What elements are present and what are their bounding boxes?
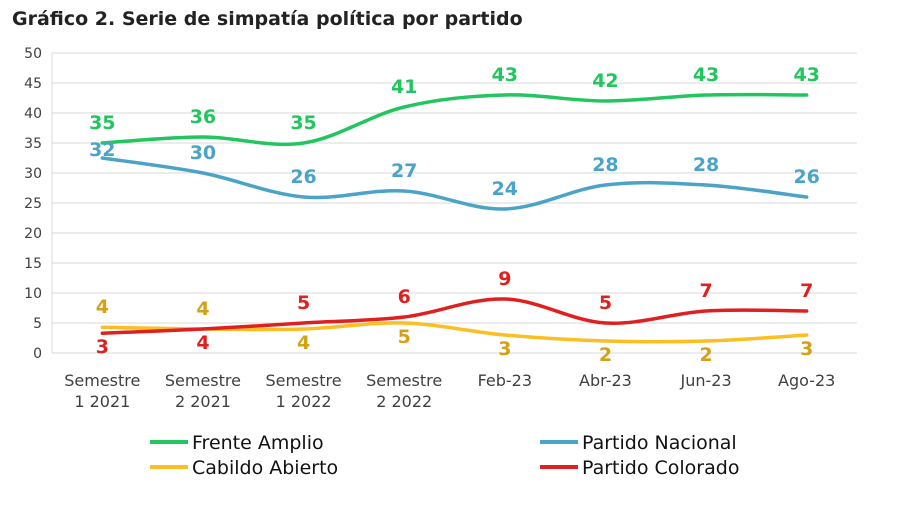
- data-label-cabildo-abierto: 2: [699, 344, 712, 366]
- x-tick-label: Feb-23: [478, 371, 532, 390]
- data-label-partido-nacional: 28: [592, 154, 618, 176]
- data-label-frente-amplio: 43: [492, 64, 518, 86]
- y-tick-label: 0: [33, 346, 42, 362]
- data-label-partido-colorado: 7: [699, 280, 712, 302]
- data-label-partido-colorado: 6: [398, 286, 411, 308]
- x-tick-label: 2 2022: [376, 392, 432, 411]
- x-tick-label: 2 2021: [175, 392, 231, 411]
- y-tick-label: 40: [24, 106, 42, 122]
- y-tick-label: 15: [24, 256, 42, 272]
- x-tick-label: Jun-23: [679, 371, 731, 390]
- data-label-partido-colorado: 3: [96, 336, 109, 358]
- legend-label: Cabildo Abierto: [192, 457, 338, 479]
- x-tick-label: 1 2021: [74, 392, 130, 411]
- x-tick-label: Semestre: [266, 371, 342, 390]
- data-label-frente-amplio: 36: [190, 106, 216, 128]
- data-label-cabildo-abierto: 4: [297, 332, 310, 354]
- data-label-frente-amplio: 43: [793, 64, 819, 86]
- y-tick-label: 10: [24, 286, 42, 302]
- legend-label: Partido Colorado: [582, 457, 739, 479]
- x-tick-label: Semestre: [64, 371, 140, 390]
- x-tick-label: Semestre: [366, 371, 442, 390]
- y-tick-label: 20: [24, 226, 42, 242]
- series-lines: [100, 92, 809, 344]
- data-label-partido-colorado: 9: [498, 268, 511, 290]
- x-tick-label: Abr-23: [579, 371, 632, 390]
- data-label-cabildo-abierto: 2: [599, 344, 612, 366]
- data-label-frente-amplio: 35: [290, 112, 316, 134]
- data-label-partido-nacional: 26: [793, 166, 819, 188]
- y-tick-label: 45: [24, 76, 42, 92]
- data-label-frente-amplio: 41: [391, 76, 417, 98]
- series-line-partido-colorado: [100, 297, 809, 335]
- data-label-partido-nacional: 28: [693, 154, 719, 176]
- y-tick-label: 5: [33, 316, 42, 332]
- series-line-frente-amplio: [100, 92, 809, 147]
- data-label-partido-nacional: 30: [190, 142, 216, 164]
- data-label-partido-nacional: 24: [492, 178, 518, 200]
- y-tick-label: 35: [24, 136, 42, 152]
- data-label-partido-colorado: 4: [196, 332, 209, 354]
- chart-title: Gráfico 2. Serie de simpatía política po…: [12, 8, 523, 30]
- gridlines: [52, 52, 857, 354]
- data-label-cabildo-abierto: 5: [398, 326, 411, 348]
- data-label-frente-amplio: 43: [693, 64, 719, 86]
- data-label-cabildo-abierto: 3: [498, 338, 511, 360]
- data-label-partido-colorado: 5: [297, 292, 310, 314]
- legend-label: Partido Nacional: [582, 432, 737, 454]
- data-label-cabildo-abierto: 4: [96, 296, 109, 318]
- data-label-partido-nacional: 26: [290, 166, 316, 188]
- data-label-frente-amplio: 35: [89, 112, 115, 134]
- data-label-frente-amplio: 42: [592, 70, 618, 92]
- data-label-partido-nacional: 32: [89, 139, 115, 161]
- data-label-partido-colorado: 5: [599, 292, 612, 314]
- x-tick-label: Ago-23: [778, 371, 835, 390]
- legend-label: Frente Amplio: [192, 432, 324, 454]
- data-label-partido-nacional: 27: [391, 160, 417, 182]
- x-tick-label: 1 2022: [276, 392, 332, 411]
- data-label-cabildo-abierto: 4: [196, 298, 209, 320]
- series-line-partido-nacional: [100, 156, 809, 211]
- y-tick-label: 50: [24, 46, 42, 62]
- legend: Frente Amplio Partido Nacional Cabildo Abi…: [150, 432, 739, 479]
- y-tick-label: 25: [24, 196, 42, 212]
- x-tick-label: Semestre: [165, 371, 241, 390]
- data-label-partido-colorado: 7: [800, 280, 813, 302]
- data-label-cabildo-abierto: 3: [800, 338, 813, 360]
- y-tick-label: 30: [24, 166, 42, 182]
